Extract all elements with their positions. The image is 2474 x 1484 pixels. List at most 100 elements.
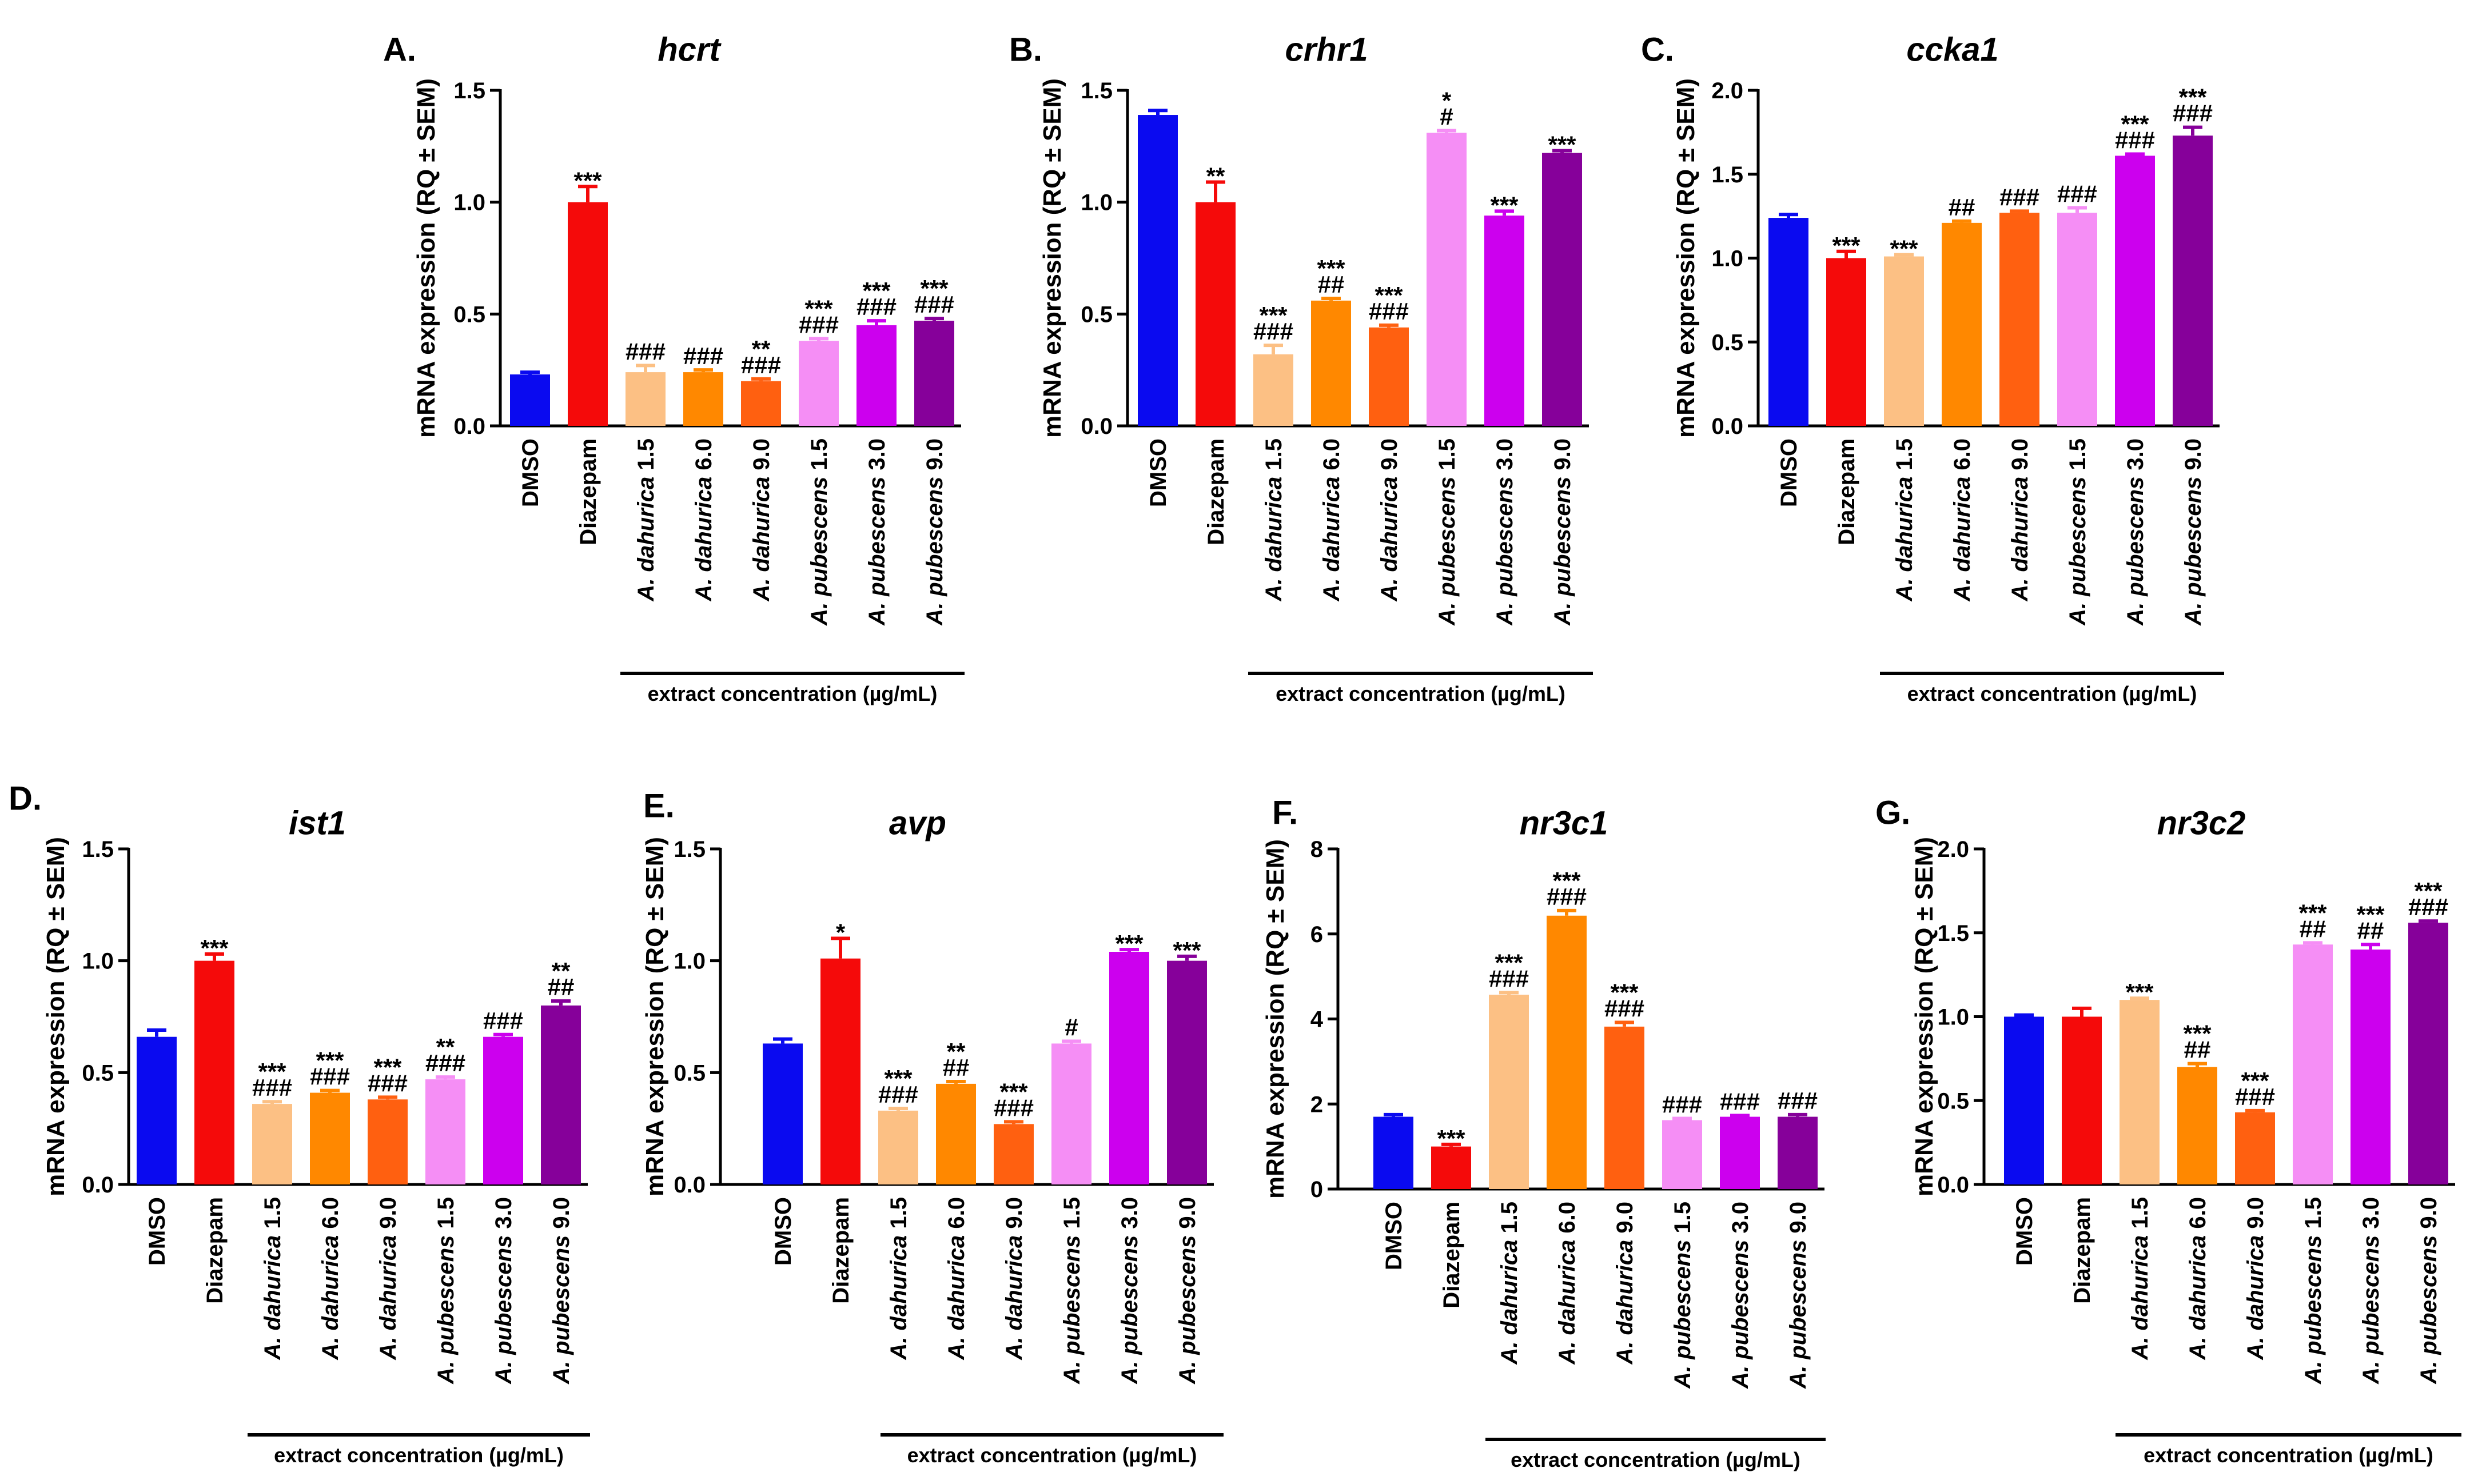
y-tick-label: 0.0 [1711,414,1743,439]
x-tick-label: A. pubescens 1.5 [807,438,832,626]
x-tick-label: A. dahurica 6.0 [318,1197,343,1361]
x-tick-label: A. pubescens 1.5 [2065,438,2090,626]
x-tick-label: A. dahurica 9.0 [2007,438,2033,602]
x-tick-label: A. pubescens 3.0 [491,1197,516,1385]
y-tick-label: 4 [1310,1007,1324,1032]
significance-star: *** [573,167,602,194]
bar [1109,952,1149,1184]
significance-hash: ## [2357,917,2384,944]
significance-hash: ### [626,338,666,365]
significance-hash: ## [2184,1036,2211,1063]
x-tick-label: Diazepam [202,1197,228,1304]
bar [820,958,860,1184]
significance-star: *** [258,1058,286,1085]
significance-star: ** [752,336,771,362]
y-tick-label: 0.0 [674,1172,706,1198]
y-axis-label: mRNA expression (RQ ± SEM) [1672,78,1700,438]
bar [741,381,781,426]
significance-hash: # [1440,103,1453,130]
bar [763,1043,803,1184]
y-tick-label: 0.0 [1937,1172,1969,1198]
significance-star: *** [1437,1125,1465,1152]
significance-star: *** [373,1054,402,1080]
bar [1604,1026,1644,1189]
significance-star: *** [2356,901,2385,928]
y-tick-label: 0 [1310,1177,1323,1202]
bar [2293,944,2333,1184]
x-tick-label: DMSO [2012,1197,2037,1266]
bar [137,1036,177,1184]
y-tick-label: 6 [1310,922,1323,947]
bar [2062,1016,2102,1184]
y-tick-label: 1.5 [453,78,485,103]
significance-hash: # [1065,1014,1078,1041]
significance-hash: ### [1369,298,1409,325]
x-tick-label: A. pubescens 9.0 [2416,1197,2441,1385]
x-tick-label: A. pubescens 3.0 [1728,1202,1753,1389]
significance-hash: ### [2408,893,2448,920]
significance-star: ** [436,1034,455,1060]
bar [2057,213,2097,426]
x-tick-label: A. pubescens 1.5 [2301,1197,2326,1385]
significance-star: *** [2298,899,2327,926]
x-tick-label: DMSO [1776,438,1802,507]
bar [1547,915,1587,1189]
bar [914,321,954,426]
panel-letter: F. [1272,795,1298,832]
bar [1427,133,1467,426]
significance-star: *** [1317,255,1345,282]
significance-star: *** [1490,192,1519,218]
bar [1826,258,1866,426]
x-tick-label: A. dahurica 1.5 [260,1197,285,1361]
y-axis-label: mRNA expression (RQ ± SEM) [1261,839,1289,1199]
significance-star: ** [552,958,571,984]
significance-star: *** [804,295,833,322]
bar [1051,1043,1091,1184]
significance-star: ** [947,1038,966,1065]
bar [1373,1116,1413,1189]
y-axis-label: mRNA expression (RQ ± SEM) [1038,78,1066,438]
y-axis-label: mRNA expression (RQ ± SEM) [641,837,669,1196]
x-tick-label: DMSO [1146,438,1171,507]
x-tick-label: A. dahurica 6.0 [2185,1197,2210,1361]
significance-hash: ### [1999,183,2039,210]
y-tick-label: 2.0 [1711,78,1743,103]
y-axis-label: mRNA expression (RQ ± SEM) [1910,837,1938,1196]
y-tick-label: 1.5 [82,837,114,862]
y-tick-label: 0.5 [82,1060,114,1086]
x-tick-label: A. dahurica 9.0 [376,1197,401,1361]
significance-star: *** [1173,937,1201,964]
significance-hash: ## [1949,194,1975,221]
panel-letter: A. [383,31,416,69]
x-tick-label: A. dahurica 1.5 [2128,1197,2153,1361]
y-tick-label: 1.5 [1081,78,1113,103]
x-tick-label: A. dahurica 9.0 [1612,1202,1638,1365]
significance-star: * [836,919,846,946]
x-tick-label: A. pubescens 3.0 [1117,1197,1142,1385]
y-tick-label: 0.5 [1937,1088,1969,1114]
gene-title: crhr1 [1285,31,1368,69]
x-tick-label: Diazepam [828,1197,854,1304]
bar [1311,300,1351,426]
bar [2120,1000,2160,1184]
gene-title: nr3c2 [2157,805,2246,842]
y-tick-label: 1.0 [1937,1005,1969,1030]
x-tick-label: A. pubescens 3.0 [1492,438,1517,626]
bar [2115,155,2155,426]
bar [1768,218,1808,426]
panel-b: B. crhr1 mRNA expression (RQ ± SEM) 0.0 0.5 1… [1009,31,1593,705]
y-tick-label: 1.5 [1937,921,1969,946]
significance-star: *** [2121,111,2149,138]
x-tick-label: A. pubescens 9.0 [2181,438,2206,626]
y-tick-label: 0.5 [1081,302,1113,327]
x-tick-label: Diazepam [2070,1197,2095,1304]
bar [1167,960,1207,1184]
significance-star: *** [1115,930,1144,957]
significance-hash: ### [2235,1083,2275,1110]
x-tick-label: A. pubescens 3.0 [864,438,890,626]
significance-hash: ### [994,1094,1034,1121]
bar [2177,1067,2217,1184]
x-tick-label: A. pubescens 1.5 [433,1197,459,1385]
x-tick-label: A. dahurica 1.5 [634,438,659,602]
bar [1196,202,1236,426]
